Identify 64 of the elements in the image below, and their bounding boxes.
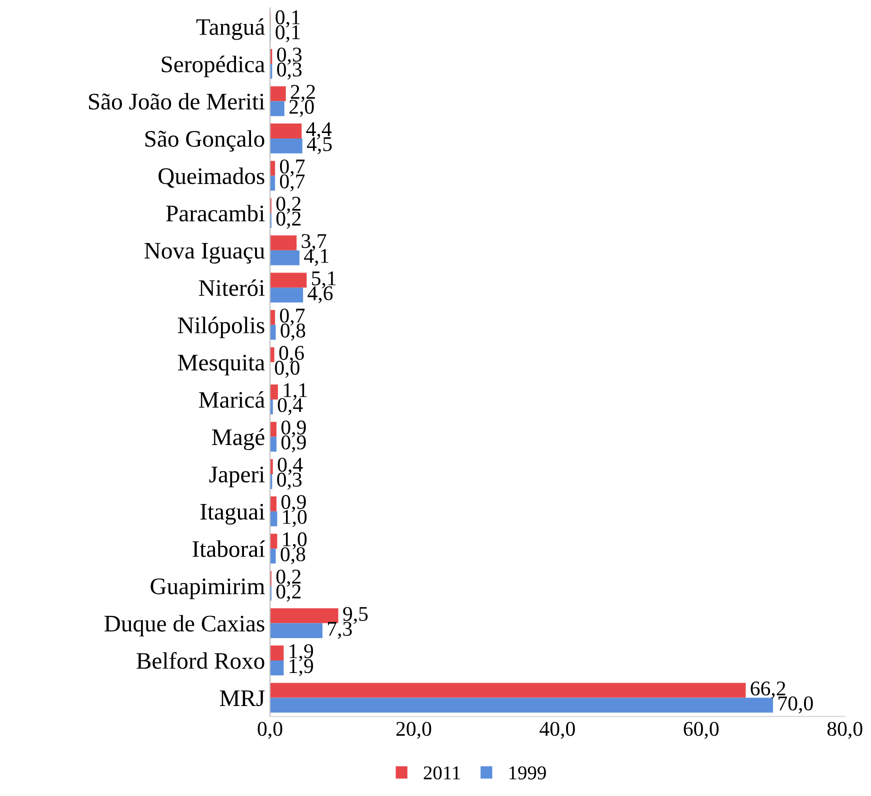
data-label: 0,2 — [276, 196, 301, 214]
legend-label: 2011 — [424, 766, 460, 780]
data-label: 0,3 — [277, 472, 302, 490]
data-label: 3,7 — [302, 234, 326, 252]
data-label: 0,1 — [276, 25, 300, 42]
y-tick-label: MRJ — [220, 690, 265, 706]
data-label: 66,2 — [750, 682, 786, 699]
y-tick-label: Maricá — [198, 391, 265, 408]
data-label: 0,7 — [280, 308, 305, 326]
y-tick-label: Nova Iguaçu — [144, 243, 265, 264]
data-label: 0,2 — [276, 212, 301, 229]
y-tick-label: Magé — [212, 428, 264, 450]
data-label: 5,1 — [312, 271, 336, 288]
y-tick-label: Nilópolis — [178, 316, 264, 338]
data-label: 7,3 — [328, 622, 352, 639]
data-label: 1,0 — [283, 532, 307, 550]
data-label: 0,9 — [281, 495, 306, 512]
y-tick-label: Mesquita — [178, 354, 265, 376]
data-label: 70,0 — [778, 696, 813, 714]
data-label: 0,8 — [280, 324, 306, 341]
x-tick-label: 20,0 — [396, 722, 432, 739]
data-label: 1,0 — [283, 510, 307, 527]
data-label: 0,0 — [274, 360, 300, 378]
x-tick-label: 60,0 — [684, 722, 719, 739]
data-label: 0,3 — [277, 48, 302, 65]
data-label: 4,6 — [308, 286, 333, 304]
y-tick-label: São João de Meriti — [89, 92, 265, 110]
data-label: 0,1 — [276, 10, 300, 28]
y-tick-label: Japeri — [209, 466, 265, 488]
data-label: 4,5 — [306, 137, 332, 154]
data-label: 0,6 — [279, 346, 304, 363]
y-tick-label: Itaboraí — [192, 540, 265, 558]
data-label: 0,9 — [281, 420, 306, 438]
data-label: 0,4 — [278, 458, 303, 475]
x-tick-label: 40,0 — [540, 722, 575, 739]
y-tick-label: Seropédica — [162, 56, 265, 78]
data-label: 2,0 — [289, 100, 314, 117]
data-label: 1,9 — [290, 659, 314, 676]
data-label: 9,5 — [343, 606, 368, 624]
y-tick-label: Queimados — [158, 168, 264, 188]
y-tick-label: São Gonçalo — [145, 130, 264, 152]
y-tick-label: Belford Roxo — [136, 652, 264, 669]
data-label: 0,8 — [280, 547, 306, 564]
x-tick-label: 80,0 — [827, 722, 862, 739]
y-tick-label: Itaguai — [200, 504, 265, 525]
data-label: 0,2 — [276, 584, 301, 602]
data-label: 2,2 — [290, 84, 315, 102]
y-tick-label: Guapimirim — [150, 578, 265, 600]
legend-label: 1999 — [510, 766, 546, 780]
data-label: 0,7 — [280, 174, 305, 192]
data-label: 0,9 — [281, 435, 306, 452]
data-label: 1,9 — [290, 644, 314, 662]
data-label: 0,4 — [278, 398, 303, 416]
y-tick-label: Paracambi — [166, 204, 265, 222]
y-tick-label: Tanguá — [196, 18, 265, 40]
data-label: 0,7 — [280, 159, 305, 177]
y-tick-label: Niterói — [198, 279, 265, 296]
x-tick-label: 0,0 — [258, 722, 282, 739]
data-label: 4,1 — [304, 249, 328, 266]
data-label: 4,4 — [306, 122, 332, 140]
data-label: 1,1 — [284, 383, 307, 400]
data-label: 0,3 — [277, 62, 302, 80]
y-tick-label: Duque de Caxias — [104, 614, 264, 636]
data-label: 0,2 — [276, 570, 301, 587]
